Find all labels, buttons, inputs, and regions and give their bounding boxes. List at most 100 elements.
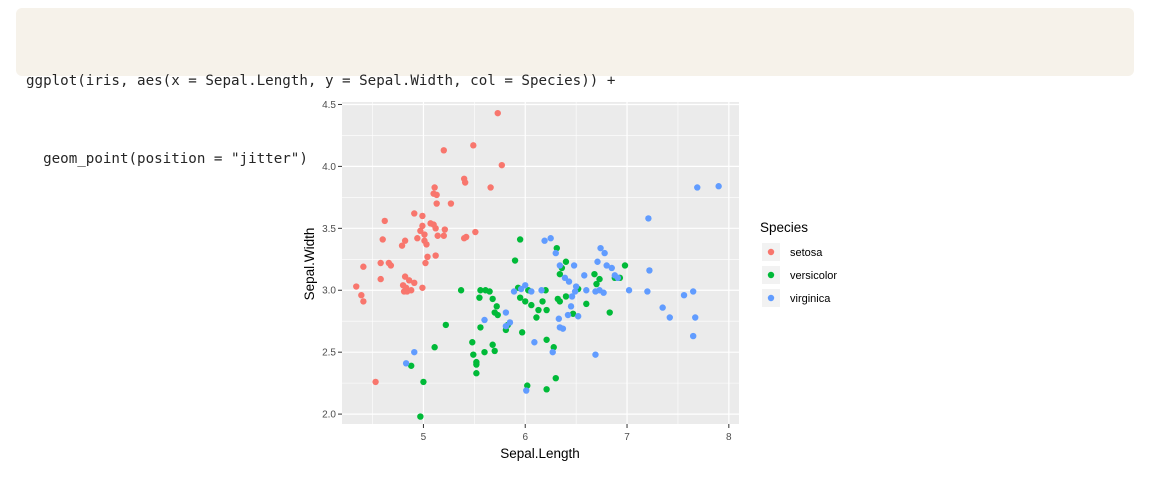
data-point-setosa [470, 142, 477, 149]
data-point-virginica [597, 244, 604, 252]
data-point-virginica [659, 304, 666, 311]
data-point-setosa [419, 222, 426, 230]
data-point-virginica [528, 288, 535, 295]
data-point-setosa [461, 179, 469, 186]
data-point-virginica [666, 314, 673, 321]
data-point-versicolor [489, 295, 496, 303]
data-point-versicolor [408, 362, 415, 369]
data-point-versicolor [552, 374, 559, 382]
data-point-virginica [692, 314, 699, 321]
data-point-setosa [401, 273, 409, 280]
data-point-setosa [498, 161, 506, 169]
data-points [353, 109, 722, 420]
data-point-versicolor [535, 306, 542, 314]
data-point-virginica [600, 289, 607, 296]
legend-key-setosa [767, 248, 775, 256]
data-point-virginica [680, 292, 688, 299]
legend-key-virginica [767, 294, 775, 302]
data-point-versicolor [420, 378, 427, 386]
legend-label-setosa: setosa [790, 247, 823, 259]
y-axis-title: Sepal.Width [302, 228, 317, 301]
data-point-virginica [506, 319, 514, 326]
data-point-setosa [432, 225, 439, 232]
data-point-setosa [440, 147, 447, 154]
data-point-versicolor [556, 298, 564, 305]
legend: Species setosa versicolor virginica [760, 220, 837, 307]
data-point-setosa [405, 277, 413, 284]
data-point-versicolor [473, 361, 480, 368]
data-point-setosa [387, 262, 395, 269]
data-point-setosa [360, 263, 367, 270]
data-point-setosa [487, 184, 494, 191]
data-point-virginica [644, 288, 651, 295]
y-tick-label: 3.5 [322, 224, 336, 235]
data-point-virginica [502, 322, 510, 330]
data-point-versicolor [543, 386, 550, 393]
data-point-virginica [689, 332, 697, 340]
data-point-virginica [561, 274, 569, 282]
data-point-versicolor [417, 413, 424, 420]
data-point-setosa [462, 233, 470, 241]
data-point-versicolor [522, 298, 529, 305]
data-point-versicolor [481, 348, 488, 356]
data-point-setosa [440, 232, 447, 239]
legend-title: Species [760, 220, 808, 235]
data-point-setosa [433, 200, 440, 207]
data-point-virginica [581, 272, 588, 279]
data-point-versicolor [470, 351, 477, 358]
data-point-setosa [419, 284, 426, 291]
data-point-virginica [402, 360, 410, 367]
data-point-versicolor [606, 309, 613, 316]
data-point-versicolor [457, 287, 465, 294]
data-point-versicolor [543, 336, 550, 343]
data-point-virginica [523, 387, 530, 394]
data-point-setosa [377, 275, 384, 283]
x-tick-label: 8 [726, 432, 732, 443]
data-point-versicolor [621, 262, 629, 269]
data-point-virginica [592, 351, 599, 358]
data-point-virginica [555, 315, 563, 322]
data-point-setosa [414, 235, 421, 242]
legend-key-versicolor [767, 271, 775, 279]
data-point-setosa [447, 200, 455, 207]
data-point-virginica [572, 283, 580, 290]
data-point-virginica [625, 287, 633, 294]
y-tick-label: 4.5 [322, 100, 336, 111]
data-point-setosa [408, 287, 415, 294]
code-line-1: ggplot(iris, aes(x = Sepal.Length, y = S… [26, 73, 616, 89]
data-point-virginica [517, 285, 525, 293]
data-point-versicolor [516, 294, 524, 301]
data-point-virginica [594, 258, 601, 265]
data-point-versicolor [477, 287, 484, 294]
data-point-virginica [570, 262, 578, 269]
data-point-versicolor [518, 329, 526, 336]
data-point-versicolor [593, 280, 600, 288]
data-point-versicolor [528, 301, 535, 309]
data-point-setosa [398, 242, 406, 249]
data-point-versicolor [489, 341, 496, 348]
y-tick-label: 3.0 [322, 286, 336, 297]
data-point-versicolor [562, 293, 570, 300]
data-point-virginica [541, 237, 548, 244]
data-point-setosa [360, 298, 367, 305]
data-point-setosa [411, 210, 418, 217]
data-point-virginica [552, 249, 559, 257]
data-point-versicolor [486, 288, 493, 295]
x-tick-label: 6 [522, 432, 528, 443]
data-point-virginica [510, 288, 518, 295]
data-point-versicolor [477, 324, 484, 331]
data-point-versicolor [553, 244, 560, 252]
data-point-versicolor [473, 370, 480, 377]
data-point-virginica [715, 183, 722, 190]
data-point-versicolor [516, 236, 524, 243]
minor-gridlines [342, 102, 739, 424]
data-point-versicolor [476, 294, 483, 301]
data-point-versicolor [583, 300, 590, 308]
data-point-setosa [411, 279, 418, 287]
data-point-setosa [377, 259, 384, 267]
data-point-versicolor [562, 258, 570, 265]
data-point-virginica [411, 348, 418, 356]
data-point-virginica [689, 288, 697, 295]
data-point-virginica [645, 215, 652, 222]
